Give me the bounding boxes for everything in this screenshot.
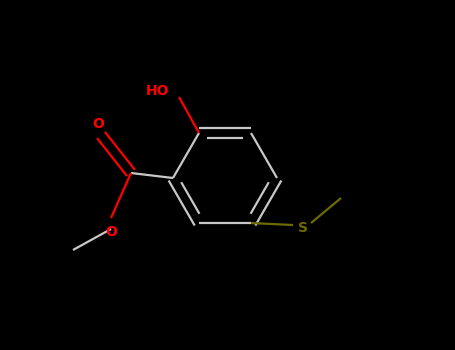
Text: O: O bbox=[92, 117, 104, 131]
Text: HO: HO bbox=[146, 84, 169, 98]
Text: O: O bbox=[105, 225, 117, 239]
Text: S: S bbox=[298, 221, 308, 235]
